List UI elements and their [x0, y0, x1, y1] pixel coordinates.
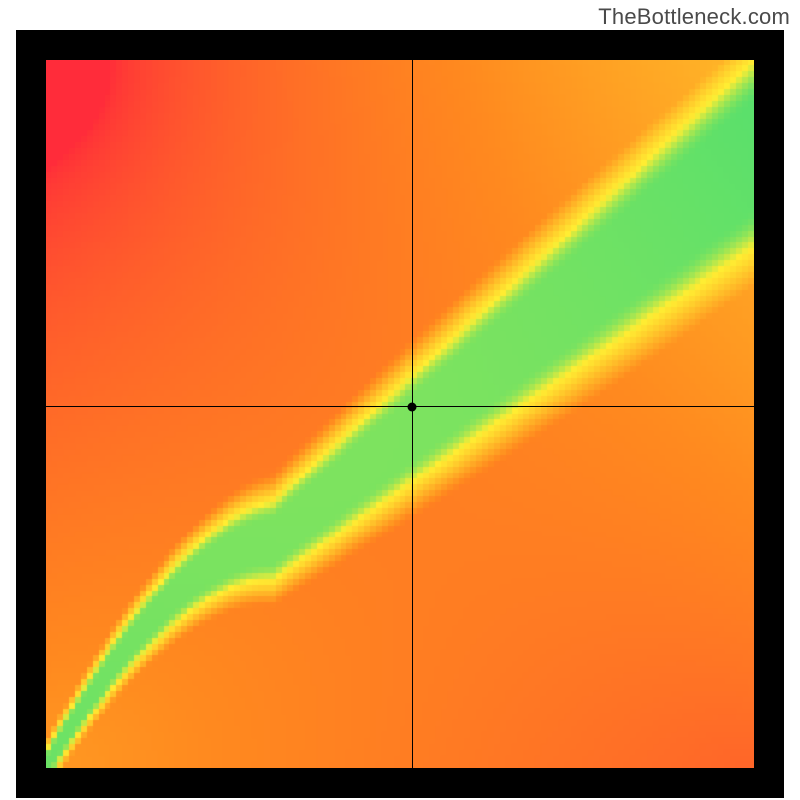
crosshair-vertical	[412, 60, 413, 768]
heatmap-canvas	[46, 60, 754, 768]
watermark-text: TheBottleneck.com	[598, 4, 790, 30]
crosshair-marker	[408, 402, 417, 411]
crosshair-horizontal	[46, 406, 754, 407]
